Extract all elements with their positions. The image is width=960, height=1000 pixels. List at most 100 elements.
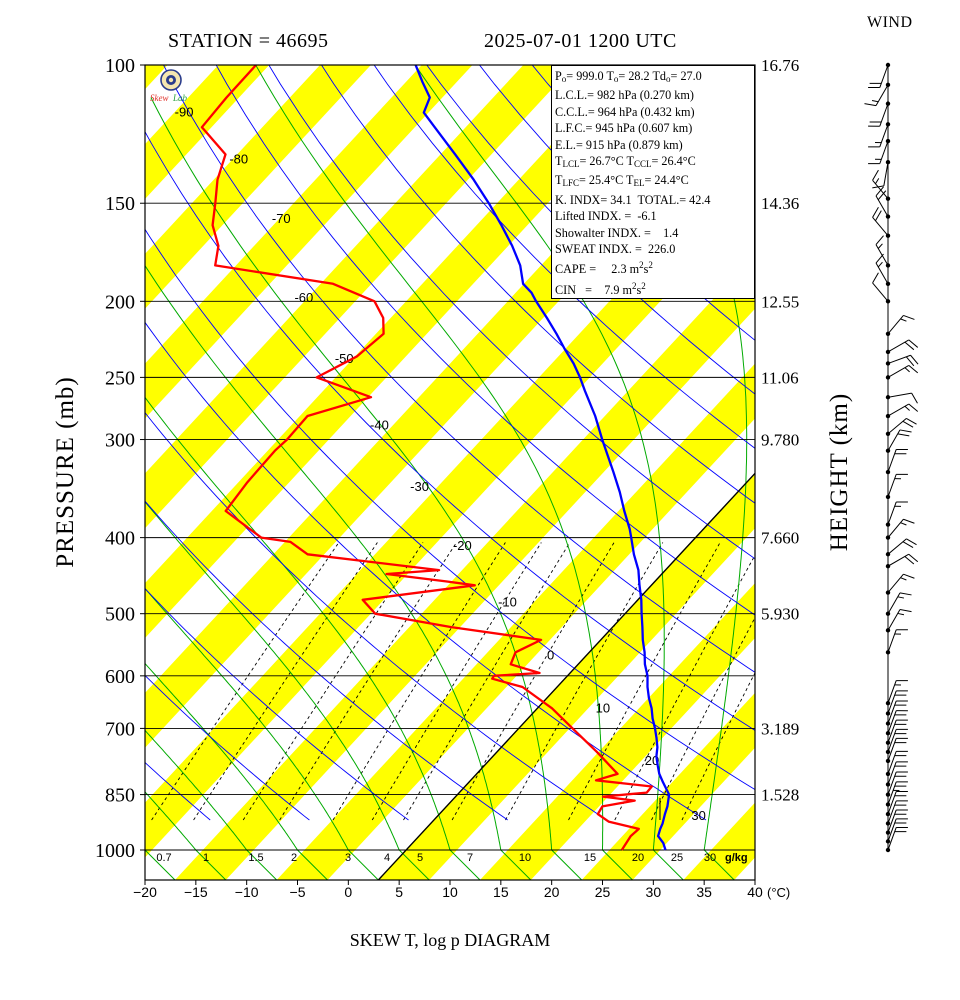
mixing-ratio-lines bbox=[151, 542, 755, 821]
y-axis-label-right: HEIGHT (km) bbox=[826, 393, 853, 551]
isotherm-band bbox=[480, 583, 755, 880]
mixing-ratio-label: 3 bbox=[345, 852, 351, 864]
wind-barb bbox=[875, 253, 891, 287]
isotherm-label: -90 bbox=[175, 105, 194, 120]
x-tick-label: 15 bbox=[493, 884, 509, 900]
wind-barb bbox=[885, 800, 908, 826]
wind-barb bbox=[885, 553, 919, 569]
x-tick-label: 35 bbox=[696, 884, 712, 900]
pressure-tick-label: 400 bbox=[105, 528, 135, 550]
index-text: 2 bbox=[641, 280, 646, 291]
wind-barb-feather bbox=[908, 403, 919, 412]
wind-barb-staff bbox=[887, 573, 904, 593]
wind-barb-half-feather bbox=[877, 243, 883, 249]
wind-barb-half-feather bbox=[900, 318, 907, 322]
indices-box: Po= 999.0 To= 28.2 Tdo= 27.0 L.C.L.= 982 … bbox=[551, 65, 755, 299]
isotherm-label: -80 bbox=[229, 152, 248, 167]
dry-adiabat bbox=[145, 321, 707, 821]
index-text: T bbox=[555, 154, 563, 169]
wind-barb bbox=[885, 354, 919, 367]
moist-adiabat bbox=[414, 65, 684, 880]
logo: Skew Lab bbox=[150, 69, 188, 103]
wind-barb bbox=[885, 573, 915, 595]
index-text: 2 bbox=[639, 260, 644, 271]
x-tick-label: 40 bbox=[747, 884, 763, 900]
wind-barb-feather bbox=[899, 592, 912, 596]
wind-barb-feather bbox=[899, 429, 912, 433]
height-tick-label: 3.189 bbox=[761, 719, 799, 738]
wind-barb-staff bbox=[887, 629, 897, 653]
index-line-cape: CAPE = 2.3 m2s2 bbox=[555, 257, 754, 277]
wind-barb-feather bbox=[872, 206, 879, 218]
wind-barb-feather bbox=[911, 392, 918, 404]
wind-barb-feather bbox=[877, 190, 887, 201]
wind-barb bbox=[872, 272, 891, 304]
index-text: LFC bbox=[562, 178, 579, 189]
wind-barb-feather bbox=[903, 518, 915, 524]
mixing-ratio-label: 10 bbox=[519, 852, 531, 864]
mixing-ratio-line bbox=[332, 542, 506, 821]
index-text: = 26.4°C bbox=[651, 154, 696, 169]
x-unit: (°C) bbox=[767, 885, 790, 900]
mixing-ratio-label: 0.7 bbox=[156, 852, 171, 864]
index-line-lifted: Lifted INDX. = -6.1 bbox=[555, 208, 754, 224]
wind-barb-feather bbox=[903, 573, 915, 579]
mixing-ratio-line bbox=[403, 542, 571, 821]
wind-barb-feather bbox=[903, 314, 915, 320]
wind-barb bbox=[885, 403, 919, 419]
index-text: L.C.L.= 982 hPa (0.270 km) bbox=[555, 88, 694, 103]
isotherm-label: 10 bbox=[596, 700, 610, 715]
wind-barb bbox=[885, 314, 915, 337]
index-line-lcl: L.C.L.= 982 hPa (0.270 km) bbox=[555, 87, 754, 103]
dry-adiabat bbox=[215, 65, 755, 616]
index-line-showalter: Showalter INDX. = 1.4 bbox=[555, 225, 754, 241]
dry-adiabat bbox=[145, 587, 409, 821]
y-axis-label: PRESSURE (mb) bbox=[52, 376, 79, 568]
wind-barb bbox=[885, 538, 917, 557]
x-tick-label: −15 bbox=[184, 884, 208, 900]
isotherm-band bbox=[785, 65, 960, 880]
mixing-ratio-line bbox=[681, 671, 755, 821]
wind-barb-staff bbox=[872, 282, 889, 302]
mixing-ratio-label: 4 bbox=[384, 852, 390, 864]
wind-barb-staff bbox=[887, 501, 897, 525]
wind-barb bbox=[872, 206, 891, 238]
wind-barb bbox=[885, 592, 912, 616]
wind-barb-half-feather bbox=[875, 178, 880, 184]
index-text: = 999.0 T bbox=[566, 69, 614, 83]
isotherm-bands bbox=[145, 65, 960, 880]
logo-caption: Skew bbox=[150, 93, 169, 103]
wind-barb bbox=[885, 737, 908, 764]
x-tick-label: −10 bbox=[235, 884, 259, 900]
index-line-el: E.L.= 915 hPa (0.879 km) bbox=[555, 137, 754, 153]
zero-isotherm bbox=[377, 472, 755, 880]
wind-barb bbox=[885, 719, 908, 745]
wind-barb bbox=[885, 728, 908, 755]
height-tick-label: 11.06 bbox=[761, 368, 799, 387]
isotherm-band bbox=[175, 253, 755, 880]
isotherm-label: -30 bbox=[410, 479, 429, 494]
wind-barb-half-feather bbox=[871, 99, 879, 103]
index-text: o bbox=[561, 74, 567, 84]
dry-adiabat bbox=[780, 50, 960, 820]
x-tick-label: 10 bbox=[442, 884, 458, 900]
wind-barb bbox=[885, 680, 908, 706]
index-line-qpf: QPF= 63.1 mm bbox=[555, 298, 754, 299]
wind-barb bbox=[864, 82, 891, 107]
index-line-k-total: K. INDX= 34.1 TOTAL.= 42.4 bbox=[555, 192, 754, 208]
wind-barb bbox=[868, 138, 891, 165]
wind-barb-feather bbox=[904, 341, 915, 351]
wind-barb bbox=[885, 448, 908, 475]
wind-barb bbox=[885, 364, 919, 380]
mixing-ratio-line bbox=[651, 616, 755, 821]
wind-barb bbox=[885, 771, 908, 797]
isotherm-label: -60 bbox=[294, 290, 313, 305]
index-text: CCL bbox=[633, 159, 652, 170]
wind-barb bbox=[885, 700, 908, 726]
isotherm-band bbox=[145, 65, 676, 639]
mixing-ratio-label: 7 bbox=[467, 852, 473, 864]
wind-barb-staff bbox=[887, 518, 904, 538]
wind-barb-feather bbox=[902, 420, 914, 428]
index-text: L.F.C.= 945 hPa (0.607 km) bbox=[555, 121, 693, 136]
wind-barb bbox=[885, 518, 915, 540]
